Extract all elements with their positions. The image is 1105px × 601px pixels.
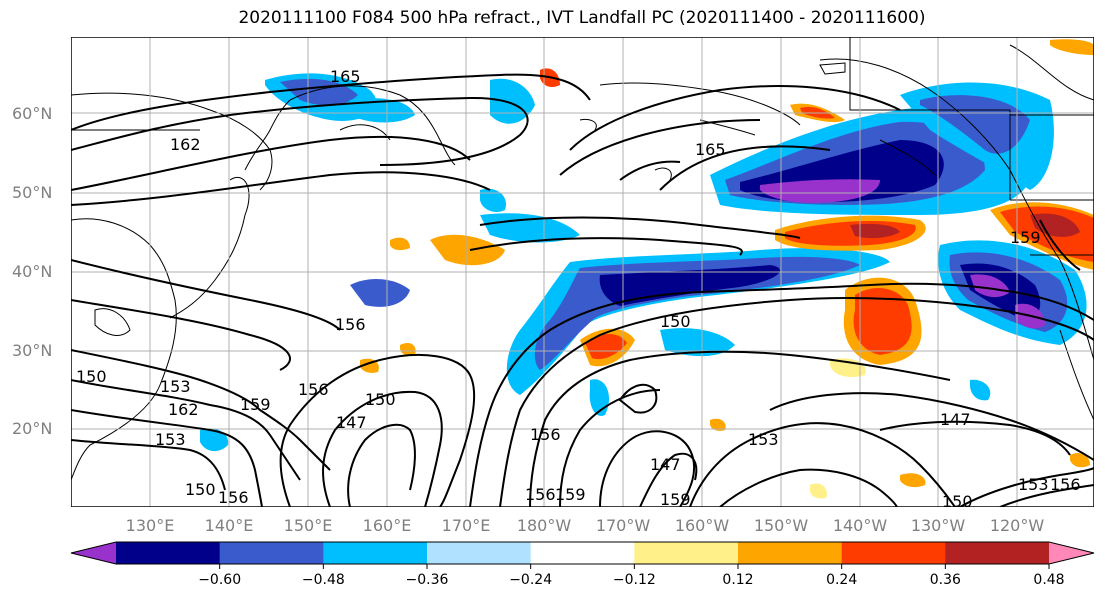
contour-label: 165: [695, 140, 726, 159]
lon-label: 150°E: [284, 516, 333, 535]
contour-label: 153: [160, 377, 191, 396]
colorbar-tick-label: −0.36: [406, 572, 449, 588]
colorbar-swatch: [219, 542, 324, 564]
colorbar-tick-label: 0.36: [930, 572, 961, 588]
colorbar-swatch: [530, 542, 635, 564]
contour-label: 159: [660, 490, 691, 509]
lon-label: 170°W: [596, 516, 651, 535]
colorbar: [70, 541, 1095, 565]
contour-label: 162: [170, 135, 201, 154]
colorbar-swatch: [116, 542, 221, 564]
lon-label: 120°W: [990, 516, 1045, 535]
contour-label: 150: [660, 312, 691, 331]
contour-label: 156: [218, 488, 249, 507]
colorbar-outline: [70, 541, 1095, 565]
colorbar-swatch: [427, 542, 532, 564]
map-title: 2020111100 F084 500 hPa refract., IVT La…: [238, 8, 926, 28]
lon-label: 130°W: [911, 516, 966, 535]
contour-label: 147: [336, 413, 367, 432]
colorbar-swatch: [738, 542, 843, 564]
colorbar-tick-label: −0.24: [509, 572, 552, 588]
contour-labels: 165 162 165 159 156 150 150 153 159 156 …: [76, 67, 1081, 511]
lat-label: 30°N: [12, 341, 52, 360]
latitude-labels: 60°N 50°N 40°N 30°N 20°N: [12, 104, 52, 438]
colorbar-tick-label: 0.24: [826, 572, 857, 588]
colorbar-swatch: [634, 542, 739, 564]
contour-label: 159: [555, 485, 586, 504]
lon-label: 160°E: [363, 516, 412, 535]
contour-label: 162: [168, 400, 199, 419]
contour-label: 165: [330, 67, 361, 86]
contour-label: 150: [942, 492, 973, 511]
colorbar-tick-label: −0.60: [198, 572, 241, 588]
contour-label: 147: [650, 455, 681, 474]
contour-label: 156: [335, 315, 366, 334]
coastline-lines: [71, 37, 1094, 481]
contour-label: 156: [298, 380, 329, 399]
lon-label: 160°W: [675, 516, 730, 535]
lon-label: 140°E: [205, 516, 254, 535]
colorbar-swatch: [323, 542, 428, 564]
contour-label: 153: [155, 430, 186, 449]
contour-label: 150: [365, 390, 396, 409]
lat-label: 50°N: [12, 183, 52, 202]
contour-label: 150: [185, 480, 216, 499]
contour-label: 156: [525, 485, 556, 504]
colorbar-tick-label: −0.48: [302, 572, 345, 588]
contour-label: 147: [940, 410, 971, 429]
colorbar-swatch: [841, 542, 946, 564]
colorbar-tick-label: 0.12: [722, 572, 753, 588]
colorbar-tick-label: 0.48: [1033, 572, 1064, 588]
contour-label: 159: [1010, 228, 1041, 247]
gridlines: [71, 37, 1094, 507]
contour-label: 153: [1018, 475, 1049, 494]
colorbar-tick-label: −0.12: [613, 572, 656, 588]
contour-label: 153: [748, 430, 779, 449]
contour-label: 156: [530, 425, 561, 444]
colorbar-ticks: −0.60 −0.48 −0.36 −0.24 −0.12 0.12 0.24 0.36 0.4…: [198, 564, 1065, 588]
lon-label: 180°W: [517, 516, 572, 535]
colorbar-extend-low: [71, 542, 116, 564]
contour-label: 156: [1050, 475, 1081, 494]
colorbar-extend-high: [1049, 542, 1094, 564]
colorbar-swatch: [945, 542, 1050, 564]
lat-label: 60°N: [12, 104, 52, 123]
lon-label: 140°W: [833, 516, 888, 535]
lon-label: 150°W: [754, 516, 809, 535]
contour-label: 150: [76, 367, 107, 386]
lat-label: 40°N: [12, 262, 52, 281]
map-area: 165 162 165 159 156 150 150 153 159 156 …: [71, 37, 1094, 511]
lat-label: 20°N: [12, 419, 52, 438]
lon-label: 170°E: [442, 516, 491, 535]
contour-label: 159: [240, 395, 271, 414]
lon-label: 130°E: [126, 516, 175, 535]
longitude-labels: 130°E 140°E 150°E 160°E 170°E 180°W 170°…: [126, 516, 1045, 535]
refractivity-contours: [71, 73, 1094, 507]
